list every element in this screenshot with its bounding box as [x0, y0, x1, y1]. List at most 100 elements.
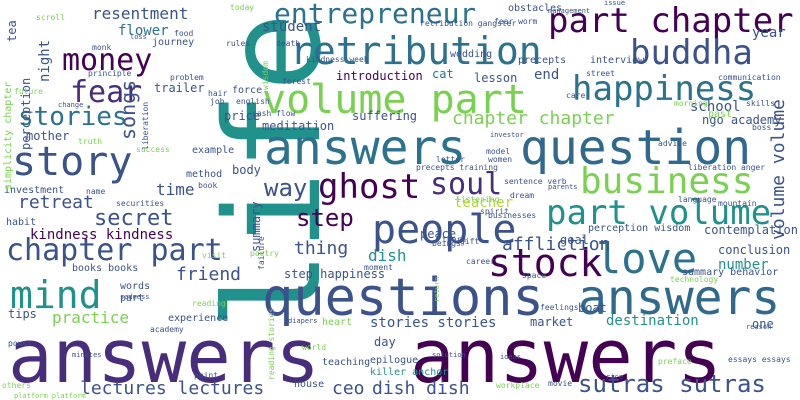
- word-simplicity-chapter: simplicity chapter: [3, 81, 14, 190]
- word-rules: rules: [226, 39, 251, 48]
- word-cat: cat: [432, 67, 454, 81]
- word-night: night: [37, 39, 53, 82]
- word-parents: parents: [548, 183, 578, 191]
- word-answers-bottom-right: answers: [410, 314, 722, 400]
- word-experience: experience: [168, 313, 229, 324]
- word-contemplation: contemplation: [704, 223, 798, 237]
- word-question: question: [520, 120, 752, 176]
- word-ngo-academy: ngo academy: [702, 113, 782, 127]
- word-career: career: [466, 257, 495, 266]
- word-retreat: retreat: [18, 192, 94, 213]
- word-english: english: [236, 97, 270, 106]
- word-end: end: [534, 67, 560, 83]
- word-precepts-training: precepts training: [416, 163, 498, 172]
- word-mother: mother: [26, 129, 70, 143]
- word-issue: issue: [604, 0, 626, 7]
- word-happiness: happiness: [572, 69, 757, 109]
- word-force: force: [232, 85, 263, 96]
- word-retribution: retribution: [290, 29, 542, 73]
- word-securities: securities: [116, 199, 165, 208]
- word-women: women: [488, 155, 513, 164]
- word-interview: interview: [590, 55, 645, 66]
- word-scroll: scroll: [36, 13, 65, 22]
- word-investor: investor: [490, 131, 524, 139]
- word-dish: dish: [368, 246, 407, 265]
- word-part: part: [120, 293, 145, 304]
- word-lectures-lectures: lectures lectures: [80, 378, 265, 399]
- word-gift: gift: [460, 237, 480, 246]
- word-example: example: [192, 145, 235, 156]
- word-step-happiness: step happiness: [284, 267, 386, 281]
- word-wedding: wedding: [450, 49, 493, 60]
- word-future: future: [14, 87, 43, 96]
- word-one: one: [752, 317, 774, 331]
- word-movie: movie: [548, 379, 573, 388]
- word-principle: principle: [88, 69, 132, 78]
- word-price: price: [224, 109, 261, 123]
- word-book: book: [198, 181, 218, 190]
- word-workplace: workplace: [496, 381, 540, 390]
- word-preface: preface: [658, 357, 692, 366]
- word-resentment: resentment: [92, 4, 189, 23]
- word-heart: heart: [322, 317, 353, 328]
- word-words: words: [120, 281, 151, 292]
- word-technology: technology: [670, 275, 719, 284]
- word-chapter-part: chapter part: [6, 233, 223, 268]
- word-market: market: [530, 315, 574, 329]
- word-reading-stories: reading stories: [267, 307, 276, 380]
- word-forest: forest: [282, 77, 311, 86]
- word-others: others: [2, 381, 31, 390]
- word-questions: questions: [262, 268, 544, 328]
- word-time: time: [156, 180, 195, 199]
- word-moment: moment: [364, 263, 393, 272]
- word-thing: thing: [294, 238, 349, 259]
- word-ghost: ghost: [318, 167, 421, 207]
- word-method: method: [186, 169, 223, 180]
- word-ceo: ceo: [332, 378, 365, 399]
- word-retribution-gangster: retribution gangster: [420, 19, 517, 28]
- word-power: power: [8, 339, 33, 348]
- word-killer-anchor: killer anchor: [370, 367, 449, 378]
- word-thera: thera: [442, 235, 467, 244]
- word-journey: journey: [152, 37, 195, 48]
- word-destination: destination: [606, 313, 699, 329]
- word-stories: stories: [18, 102, 128, 132]
- word-minutes: minutes: [72, 351, 102, 359]
- word-hair: hair: [208, 89, 228, 98]
- word-secret: secret: [94, 206, 174, 231]
- word-meditation: meditation: [262, 119, 335, 133]
- word-feelings: feelings: [540, 303, 579, 312]
- word-buddha: buddha: [630, 33, 753, 73]
- word-mountain: mountain: [718, 199, 757, 208]
- word-stock: stock: [488, 241, 603, 285]
- word-advice: advice: [658, 139, 687, 148]
- word-teacher: teacher: [454, 195, 514, 211]
- word-solution: solution: [432, 351, 466, 359]
- word-change: change: [58, 101, 84, 109]
- word-flower: flower: [118, 23, 169, 39]
- word-return: return: [433, 276, 441, 302]
- word-food: food: [174, 29, 194, 38]
- word-rice: rice: [606, 373, 623, 381]
- word-management: management: [548, 7, 591, 15]
- word-kindness-week: kindness week: [306, 55, 369, 64]
- word-suffering: suffering: [352, 109, 418, 123]
- word-step: step: [296, 204, 354, 232]
- word-sentence-verb: sentence verb: [504, 177, 567, 186]
- word-care: care: [566, 91, 586, 100]
- word-essays-essays: essays essays: [728, 355, 791, 364]
- word-tea: tea: [5, 20, 19, 42]
- word-affliction: affliction: [502, 234, 611, 255]
- word-precepts: precepts: [518, 55, 567, 66]
- word-part-volume: part volume: [546, 193, 772, 233]
- word-practice: practice: [52, 308, 130, 327]
- word-mind: mind: [10, 273, 102, 317]
- word-liberation: liberation: [141, 101, 150, 150]
- word-kindness-kindness: kindness kindness: [30, 227, 174, 243]
- word-street: street: [586, 69, 615, 78]
- word-boss: boss: [752, 123, 772, 132]
- word-story: story: [12, 139, 133, 185]
- word-diapers: diapers: [288, 317, 318, 325]
- word-reading: reading: [192, 299, 226, 308]
- word-house: house: [294, 379, 325, 390]
